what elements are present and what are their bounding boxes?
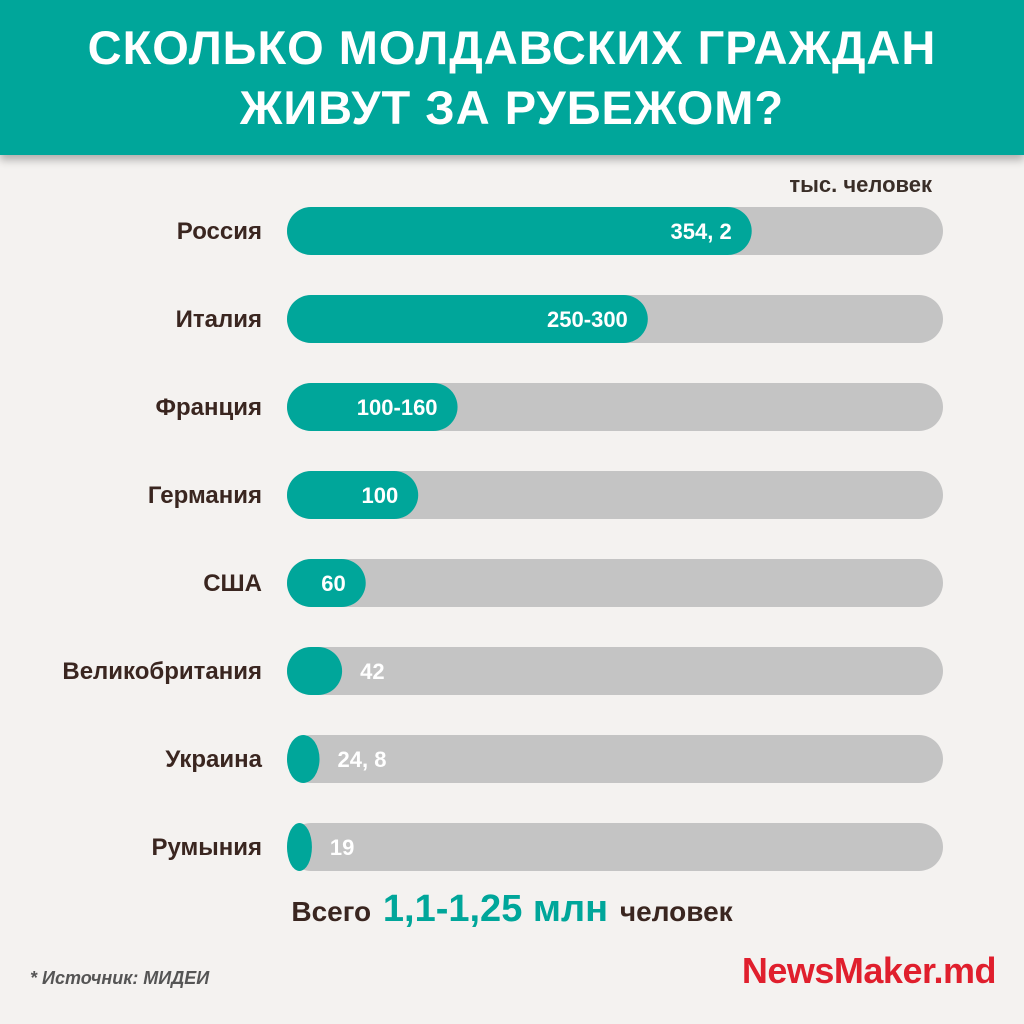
category-label: Франция: [156, 394, 263, 421]
bar: [287, 471, 419, 519]
category-label: Великобритания: [62, 658, 262, 685]
header-banner: СКОЛЬКО МОЛДАВСКИХ ГРАЖДАН ЖИВУТ ЗА РУБЕ…: [0, 0, 1024, 155]
bar-value-label: 354, 2: [671, 219, 732, 244]
bar: [287, 735, 320, 783]
category-label: Германия: [148, 482, 262, 509]
bar-track: [287, 823, 943, 871]
title-line-1: СКОЛЬКО МОЛДАВСКИХ ГРАЖДАН: [87, 20, 937, 74]
source-note: * Источник: МИДЕИ: [30, 968, 210, 988]
bar-chart: Россия 354, 2 Италия 250-300 Франция 100-160 Г…: [62, 207, 943, 871]
bar: [287, 647, 343, 695]
bar-track: [287, 735, 943, 783]
newsmaker-logo: NewsMaker.md: [741, 950, 997, 991]
bar-value-label: 19: [330, 835, 354, 860]
category-label: Румыния: [151, 834, 262, 861]
total-summary: Всего 1,1-1,25 млн человек: [0, 888, 1024, 931]
total-prefix: Всего: [291, 896, 372, 927]
bar-value-label: 250-300: [547, 307, 628, 332]
category-label: Россия: [177, 218, 262, 245]
bar: [287, 823, 312, 871]
bar-track: [287, 559, 943, 607]
title-line-2: ЖИВУТ ЗА РУБЕЖОМ?: [239, 80, 785, 134]
total-suffix: человек: [619, 896, 733, 927]
bar-value-label: 100: [361, 483, 398, 508]
bar-track: [287, 471, 943, 519]
bar: [287, 207, 752, 255]
unit-label: тыс. человек: [789, 172, 932, 197]
bar: [287, 383, 458, 431]
bar: [287, 559, 366, 607]
bar-track: [287, 647, 943, 695]
bar: [287, 295, 648, 343]
bar-value-label: 24, 8: [338, 747, 387, 772]
bar-value-label: 100-160: [357, 395, 438, 420]
category-label: Италия: [176, 306, 262, 333]
bar-value-label: 60: [321, 571, 345, 596]
category-label: Украина: [165, 746, 262, 773]
category-label: США: [203, 570, 262, 597]
bar-value-label: 42: [360, 659, 384, 684]
total-value: 1,1-1,25 млн: [382, 888, 609, 930]
